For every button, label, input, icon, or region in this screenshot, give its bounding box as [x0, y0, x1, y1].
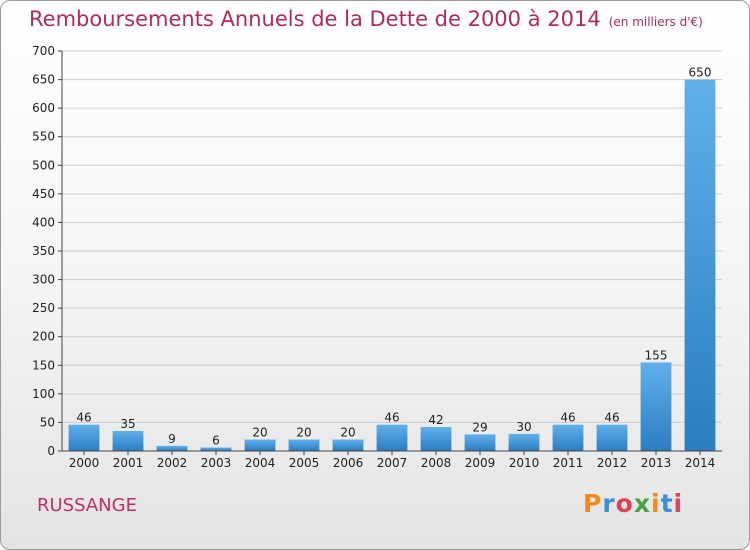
y-tick-label: 50	[40, 415, 55, 429]
bar-value-label: 20	[296, 426, 311, 440]
y-tick-label: 300	[32, 273, 55, 287]
bar	[332, 439, 364, 451]
x-tick-label: 2014	[685, 456, 716, 470]
bar-value-label: 9	[168, 432, 176, 446]
bar	[68, 424, 100, 451]
proxiti-logo: Proxiti	[583, 489, 684, 518]
x-tick-label: 2005	[289, 456, 320, 470]
x-tick-label: 2001	[113, 456, 144, 470]
bar-value-label: 20	[340, 426, 355, 440]
bar-value-label: 29	[472, 420, 487, 434]
x-tick-label: 2003	[201, 456, 232, 470]
x-tick-label: 2000	[69, 456, 100, 470]
x-tick-label: 2011	[553, 456, 584, 470]
bar	[552, 424, 584, 451]
bar	[156, 445, 188, 451]
bar	[288, 439, 320, 451]
y-tick-label: 400	[32, 215, 55, 229]
bar	[464, 434, 496, 451]
bar	[376, 424, 408, 451]
y-tick-label: 200	[32, 330, 55, 344]
bar	[684, 79, 716, 452]
y-tick-label: 100	[32, 387, 55, 401]
bar	[640, 362, 672, 451]
y-tick-label: 700	[32, 44, 55, 58]
y-tick-label: 550	[32, 130, 55, 144]
bar-value-label: 46	[560, 411, 575, 425]
y-tick-label: 350	[32, 244, 55, 258]
bar-value-label: 46	[76, 411, 91, 425]
bar	[508, 433, 540, 451]
y-tick-label: 450	[32, 187, 55, 201]
y-tick-label: 0	[47, 444, 55, 458]
bar	[244, 439, 276, 451]
bar-value-label: 46	[604, 411, 619, 425]
y-tick-label: 250	[32, 301, 55, 315]
x-tick-label: 2009	[465, 456, 496, 470]
bar-value-label: 46	[384, 411, 399, 425]
chart-unit: (en milliers d'€)	[608, 15, 703, 29]
x-tick-label: 2002	[157, 456, 188, 470]
x-tick-label: 2006	[333, 456, 364, 470]
y-tick-label: 150	[32, 358, 55, 372]
bar-value-label: 650	[689, 66, 712, 80]
x-tick-label: 2004	[245, 456, 276, 470]
bar-value-label: 35	[120, 417, 135, 431]
axes: 0 50 100 150 200 250 300 350 400 450 500 550 600 650 7…	[32, 44, 722, 470]
bar	[112, 431, 144, 451]
bar-value-label: 42	[428, 413, 443, 427]
commune-name: RUSSANGE	[37, 495, 137, 516]
bar-value-label: 6	[212, 434, 220, 448]
y-tick-label: 500	[32, 158, 55, 172]
bar	[200, 447, 232, 451]
bars: 46 35 9 6 20 20 20 46 42 29 30 46 46 155 650	[68, 66, 716, 452]
x-tick-label: 2012	[597, 456, 628, 470]
bar	[596, 424, 628, 451]
y-tick-label: 650	[32, 73, 55, 87]
x-tick-label: 2008	[421, 456, 452, 470]
bar-value-label: 155	[645, 348, 668, 362]
bar	[420, 427, 452, 451]
y-tick-label: 600	[32, 101, 55, 115]
chart-title: Remboursements Annuels de la Dette de 20…	[29, 7, 703, 31]
bar-value-label: 20	[252, 426, 267, 440]
bar-value-label: 30	[516, 420, 531, 434]
x-tick-label: 2010	[509, 456, 540, 470]
x-tick-label: 2013	[641, 456, 672, 470]
grid-lines	[62, 50, 722, 452]
chart-title-text: Remboursements Annuels de la Dette de 20…	[29, 7, 601, 31]
x-tick-label: 2007	[377, 456, 408, 470]
